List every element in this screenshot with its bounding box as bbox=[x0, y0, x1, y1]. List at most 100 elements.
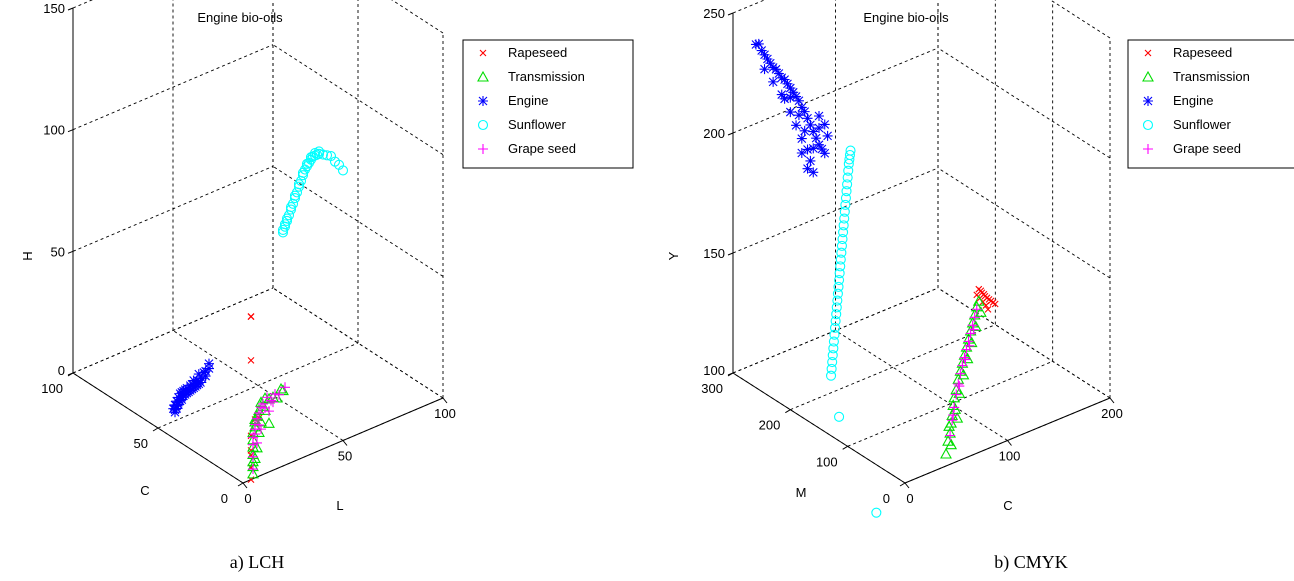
z-tick bbox=[67, 250, 74, 254]
data-point-transmission bbox=[275, 382, 287, 394]
data-point-engine bbox=[782, 78, 793, 89]
data-point-rapeseed bbox=[991, 300, 999, 308]
data-point-grape-seed bbox=[954, 381, 965, 392]
data-point-sunflower bbox=[313, 146, 325, 157]
data-point-engine bbox=[796, 102, 807, 113]
z-tick bbox=[67, 129, 74, 133]
x-tick bbox=[1007, 440, 1012, 446]
data-point-sunflower bbox=[839, 213, 850, 224]
data-point-grape-seed bbox=[264, 406, 274, 417]
data-point-rapeseed bbox=[247, 313, 255, 320]
legend-marker-transmission bbox=[477, 70, 489, 82]
x-tick-label: 50 bbox=[338, 449, 352, 464]
data-point-sunflower bbox=[828, 336, 839, 347]
data-point-grape-seed bbox=[957, 360, 968, 371]
data-point-engine bbox=[197, 373, 208, 384]
grid-line bbox=[732, 47, 939, 134]
data-point-transmission bbox=[953, 387, 966, 398]
data-point-engine bbox=[808, 167, 819, 178]
z-tick-label: 100 bbox=[43, 123, 65, 138]
data-point-grape-seed bbox=[959, 352, 970, 363]
legend-label-transmission: Transmission bbox=[508, 69, 585, 84]
data-point-sunflower bbox=[321, 150, 333, 161]
z-axis-label: H bbox=[20, 251, 35, 260]
legend: Rapeseed Transmission Engine Sunflower Grape… bbox=[1127, 39, 1294, 169]
data-point-grape-seed bbox=[270, 388, 280, 399]
grid-line bbox=[1049, 0, 1111, 39]
y-axis-line bbox=[732, 372, 906, 484]
data-point-grape-seed bbox=[254, 420, 264, 431]
data-point-engine bbox=[168, 403, 179, 414]
data-point-engine bbox=[170, 407, 180, 418]
data-point-sunflower bbox=[281, 213, 293, 224]
grid-line bbox=[835, 330, 1008, 441]
data-point-engine bbox=[785, 92, 796, 103]
data-point-sunflower bbox=[836, 247, 847, 258]
data-point-grape-seed bbox=[256, 424, 266, 435]
x-tick-label: 200 bbox=[1101, 406, 1123, 421]
data-point-engine bbox=[779, 74, 790, 85]
z-tick-label: 250 bbox=[703, 6, 725, 21]
data-point-engine bbox=[799, 106, 810, 117]
data-point-sunflower bbox=[842, 172, 853, 183]
legend-marker-engine bbox=[1143, 96, 1153, 106]
data-point-sunflower bbox=[297, 167, 309, 178]
legend-label-transmission: Transmission bbox=[1173, 69, 1250, 84]
data-point-engine bbox=[791, 120, 802, 131]
data-point-engine bbox=[814, 111, 824, 121]
data-point-sunflower bbox=[832, 288, 843, 299]
data-point-engine bbox=[814, 123, 824, 133]
data-point-engine bbox=[771, 64, 781, 75]
legend-label-engine: Engine bbox=[508, 93, 548, 108]
data-point-engine bbox=[779, 93, 790, 104]
data-point-grape-seed bbox=[252, 437, 262, 448]
z-tick bbox=[727, 12, 734, 16]
legend-marker-grape-seed bbox=[478, 144, 488, 154]
data-point-engine bbox=[765, 58, 776, 69]
data-point-sunflower bbox=[839, 206, 850, 217]
y-tick-label: 100 bbox=[41, 381, 63, 396]
z-tick bbox=[67, 372, 74, 376]
x-tick bbox=[442, 397, 448, 404]
data-point-sunflower bbox=[871, 507, 882, 518]
data-point-grape-seed bbox=[949, 402, 960, 413]
y-tick bbox=[899, 482, 906, 487]
data-point-engine bbox=[185, 380, 196, 391]
data-point-engine bbox=[808, 126, 819, 137]
x-tick bbox=[342, 440, 348, 446]
data-point-grape-seed bbox=[258, 398, 268, 409]
data-point-grape-seed bbox=[945, 430, 956, 441]
data-point-sunflower bbox=[833, 281, 844, 292]
grid-line bbox=[157, 342, 359, 429]
legend-label-rapeseed: Rapeseed bbox=[508, 45, 567, 60]
data-point-engine bbox=[776, 89, 787, 100]
series-sunflower bbox=[825, 145, 882, 518]
data-point-engine bbox=[814, 139, 824, 150]
legend-marker-sunflower bbox=[477, 119, 489, 131]
series-grape-seed bbox=[945, 304, 982, 441]
data-point-sunflower bbox=[293, 181, 305, 192]
data-point-engine bbox=[802, 163, 813, 174]
z-tick-label: 0 bbox=[58, 363, 65, 378]
data-point-grape-seed bbox=[951, 389, 962, 400]
data-point-engine bbox=[750, 39, 761, 50]
z-tick-label: 150 bbox=[703, 246, 725, 261]
data-point-engine bbox=[759, 49, 770, 60]
y-tick bbox=[152, 427, 159, 432]
data-point-transmission bbox=[251, 441, 263, 453]
data-point-sunflower bbox=[826, 363, 837, 374]
data-point-engine bbox=[799, 125, 810, 136]
x-tick bbox=[242, 482, 248, 489]
series-engine bbox=[750, 38, 833, 178]
grid-line bbox=[732, 167, 939, 254]
data-point-sunflower bbox=[837, 233, 848, 245]
grid-line bbox=[937, 287, 1111, 399]
legend-marker-rapeseed bbox=[479, 49, 487, 57]
data-point-grape-seed bbox=[960, 354, 971, 365]
x-tick-label: 100 bbox=[999, 449, 1021, 464]
y-tick-label: 0 bbox=[883, 491, 890, 506]
y-tick-label: 300 bbox=[701, 381, 723, 396]
caption-lch: a) LCH bbox=[230, 552, 284, 573]
data-point-engine bbox=[173, 392, 184, 403]
